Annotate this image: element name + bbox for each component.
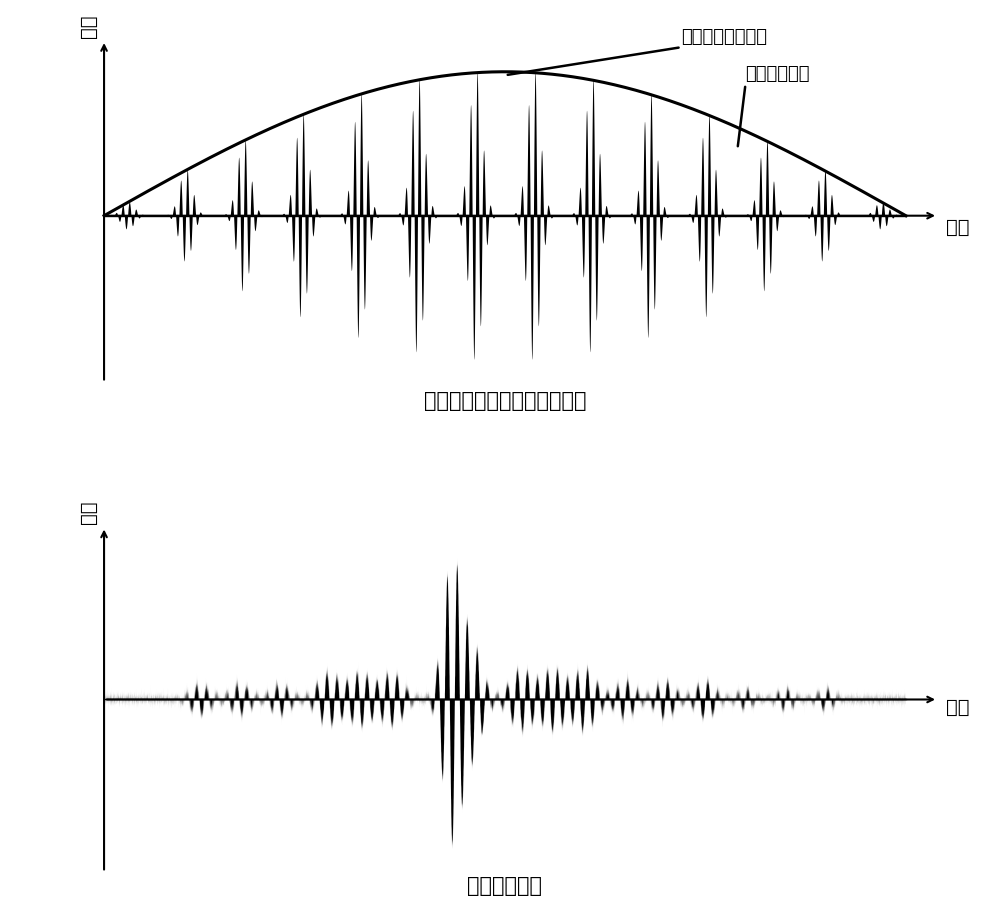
Text: 时间: 时间 (946, 218, 969, 237)
Text: 幅值: 幅值 (79, 500, 98, 524)
Text: 脉冲交流信号: 脉冲交流信号 (745, 65, 810, 83)
Text: 低频正弦励磁信号: 低频正弦励磁信号 (681, 28, 767, 46)
Text: 横波检测信号: 横波检测信号 (467, 875, 542, 895)
Text: 磁致伸缩横波传感器激励信号: 磁致伸缩横波传感器激励信号 (424, 391, 586, 411)
Text: 时间: 时间 (946, 697, 969, 716)
Text: 幅值: 幅值 (79, 14, 98, 38)
